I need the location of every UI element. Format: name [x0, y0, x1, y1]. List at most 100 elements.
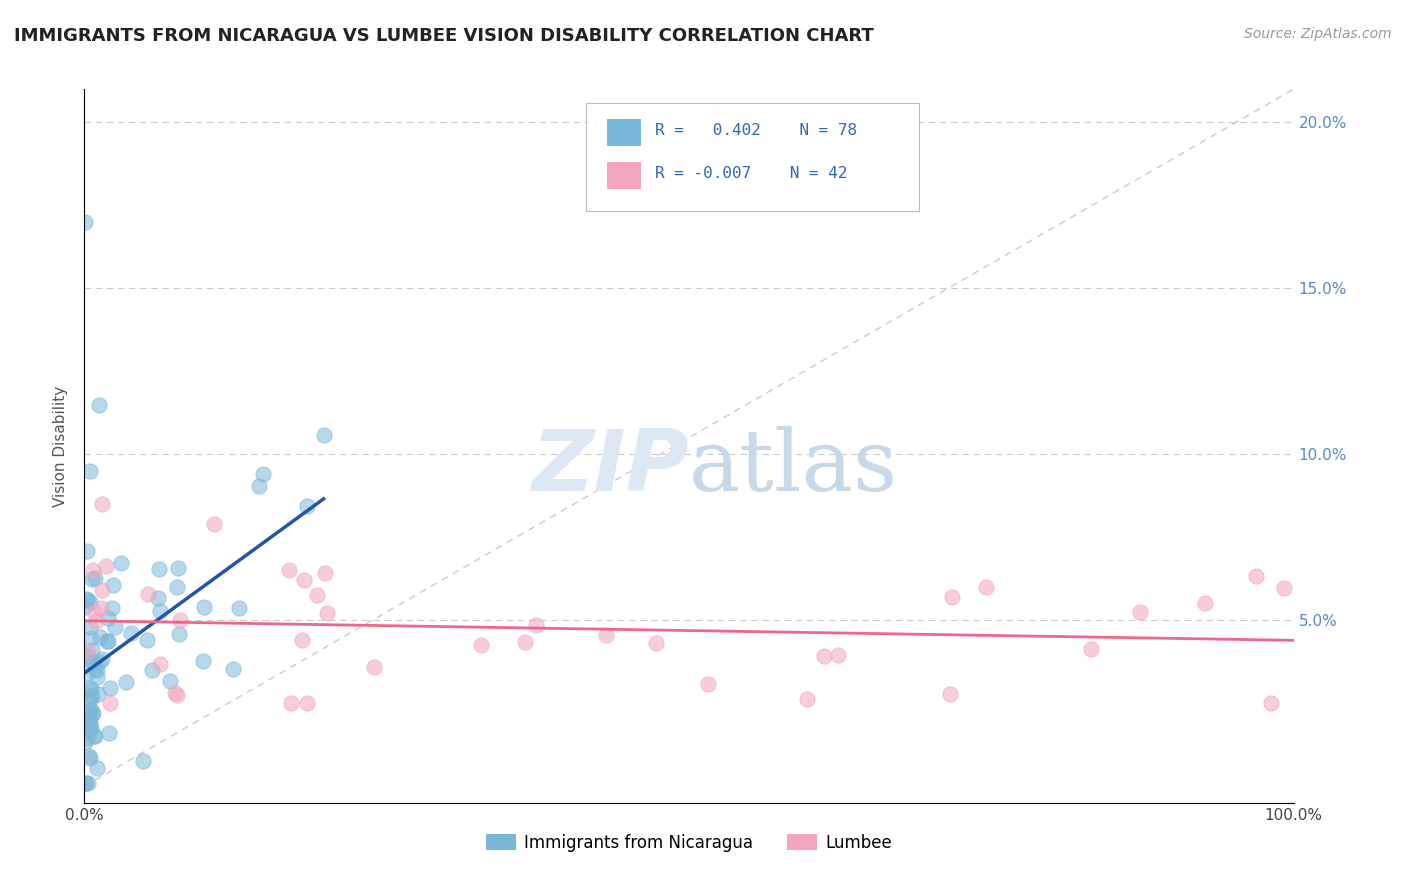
Point [166, 688, 188, 702]
Point [110, 556, 132, 570]
Point [595, 628, 617, 642]
Point [90, 497, 112, 511]
Y-axis label: Vision Disability: Vision Disability [53, 385, 69, 507]
Point [1194, 596, 1216, 610]
Point [136, 587, 159, 601]
Point [87, 686, 110, 700]
Point [974, 580, 997, 594]
Point [938, 687, 960, 701]
Point [291, 632, 314, 647]
Point [83, 605, 105, 619]
Point [80, 689, 103, 703]
Point [79, 751, 101, 765]
Point [132, 754, 155, 768]
Point [84, 729, 107, 743]
Point [696, 676, 718, 690]
Point [813, 649, 835, 664]
Point [79, 689, 101, 703]
Text: R = -0.007    N = 42: R = -0.007 N = 42 [655, 166, 848, 181]
Point [79, 708, 101, 723]
Point [80, 632, 103, 646]
Point [87, 655, 110, 669]
Point [76, 591, 98, 606]
Point [86, 761, 108, 775]
Point [80, 573, 103, 587]
Point [80, 706, 103, 721]
Point [79, 595, 101, 609]
Point [76, 666, 98, 681]
Point [103, 578, 125, 592]
Point [79, 721, 101, 735]
Point [73, 735, 96, 749]
Text: R =   0.402    N = 78: R = 0.402 N = 78 [655, 123, 858, 138]
Point [80, 681, 103, 696]
Point [149, 605, 172, 619]
Point [159, 673, 181, 688]
Point [315, 607, 337, 621]
Text: IMMIGRANTS FROM NICARAGUA VS LUMBEE VISION DISABILITY CORRELATION CHART: IMMIGRANTS FROM NICARAGUA VS LUMBEE VISI… [14, 27, 873, 45]
Point [79, 716, 101, 731]
Point [167, 627, 190, 641]
Point [75, 599, 97, 614]
Point [76, 731, 98, 745]
Point [86, 663, 108, 677]
Point [149, 657, 172, 672]
Point [97, 611, 120, 625]
Point [146, 591, 169, 606]
Point [1260, 696, 1282, 710]
Point [82, 655, 104, 669]
FancyBboxPatch shape [607, 162, 641, 189]
Point [280, 696, 302, 710]
Point [249, 479, 271, 493]
Point [1080, 642, 1102, 657]
Text: Source: ZipAtlas.com: Source: ZipAtlas.com [1244, 27, 1392, 41]
Point [312, 427, 335, 442]
Point [305, 588, 328, 602]
Point [76, 543, 98, 558]
Point [80, 643, 103, 657]
Point [86, 670, 108, 684]
Point [96, 633, 118, 648]
Point [91, 652, 114, 666]
Point [79, 620, 101, 634]
Point [252, 467, 274, 481]
Point [193, 599, 215, 614]
Point [79, 464, 101, 478]
Point [73, 776, 96, 790]
Point [77, 722, 100, 736]
Point [75, 649, 97, 664]
Point [82, 706, 104, 721]
Point [94, 559, 117, 574]
Point [77, 748, 100, 763]
FancyBboxPatch shape [607, 120, 641, 146]
Point [84, 614, 107, 628]
Point [796, 691, 818, 706]
Point [83, 729, 105, 743]
Point [297, 696, 319, 710]
Point [292, 573, 315, 587]
Point [75, 776, 97, 790]
Point [513, 635, 536, 649]
Point [165, 686, 187, 700]
Point [77, 776, 100, 790]
Point [169, 613, 191, 627]
Text: ZIP: ZIP [531, 425, 689, 509]
Point [1129, 605, 1152, 619]
Point [82, 564, 104, 578]
Point [77, 643, 100, 657]
Point [148, 562, 170, 576]
Point [141, 664, 163, 678]
Point [90, 600, 112, 615]
Point [98, 696, 121, 710]
Point [84, 662, 107, 676]
Point [167, 561, 190, 575]
Point [98, 681, 121, 695]
Point [166, 581, 188, 595]
Point [228, 600, 250, 615]
Point [87, 397, 110, 411]
Point [1244, 569, 1267, 583]
Point [827, 648, 849, 663]
Point [104, 620, 127, 634]
Point [202, 517, 225, 532]
Point [76, 593, 98, 607]
